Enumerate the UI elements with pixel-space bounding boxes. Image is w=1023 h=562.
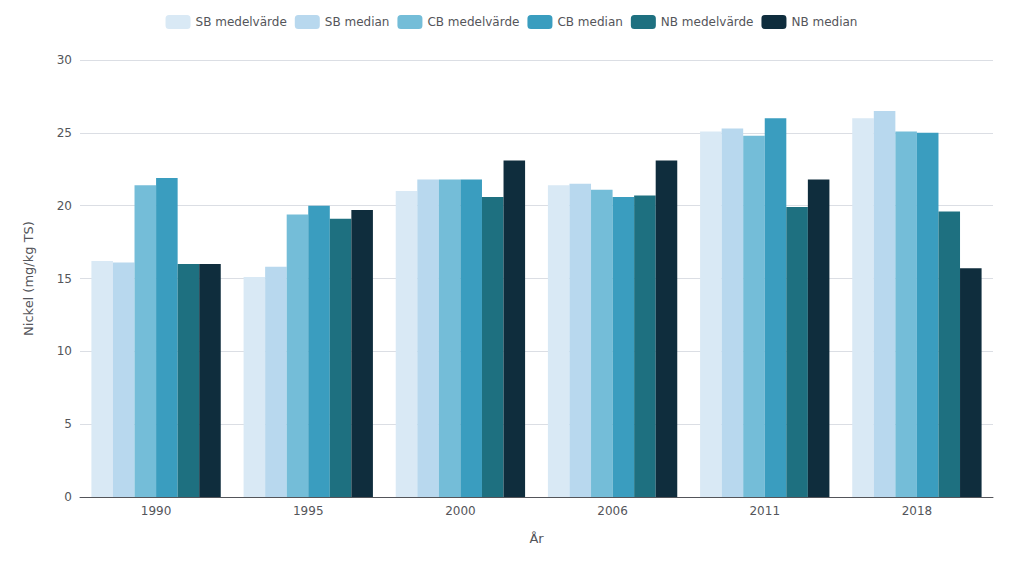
svg-text:2011: 2011	[749, 504, 780, 518]
svg-text:1990: 1990	[141, 504, 172, 518]
svg-text:SB median: SB median	[325, 15, 390, 29]
svg-text:2018: 2018	[902, 504, 933, 518]
svg-text:CB medelvärde: CB medelvärde	[427, 15, 519, 29]
svg-text:Nickel (mg/kg TS): Nickel (mg/kg TS)	[21, 221, 36, 336]
svg-text:25: 25	[57, 126, 72, 140]
svg-text:NB medelvärde: NB medelvärde	[661, 15, 754, 29]
svg-text:10: 10	[57, 344, 72, 358]
svg-text:20: 20	[57, 199, 72, 213]
svg-text:30: 30	[57, 53, 72, 67]
svg-text:SB medelvärde: SB medelvärde	[196, 15, 287, 29]
svg-text:CB median: CB median	[557, 15, 622, 29]
svg-text:NB median: NB median	[791, 15, 857, 29]
svg-text:2006: 2006	[597, 504, 628, 518]
svg-text:2000: 2000	[445, 504, 476, 518]
svg-text:5: 5	[64, 417, 72, 431]
svg-text:År: År	[529, 531, 544, 546]
svg-text:1995: 1995	[293, 504, 324, 518]
svg-text:0: 0	[64, 490, 72, 504]
svg-text:15: 15	[57, 272, 72, 286]
